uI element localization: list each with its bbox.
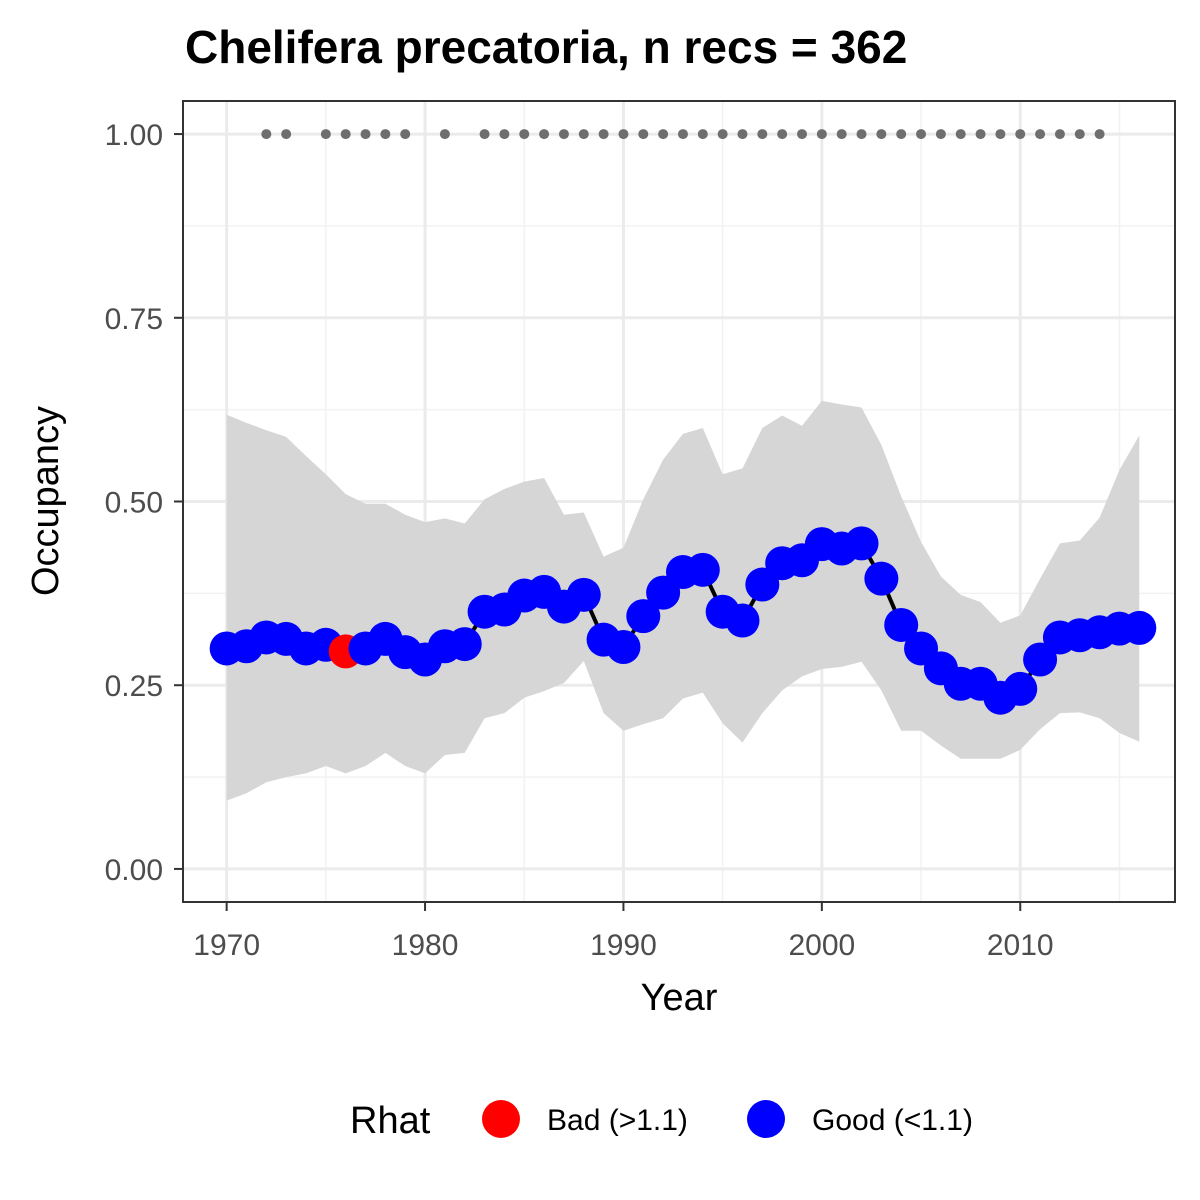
occupancy-point-good [1003, 671, 1038, 706]
record-year-dot [261, 129, 272, 140]
record-year-dot [380, 129, 391, 140]
occupancy-point-good [626, 599, 661, 634]
record-year-dot [598, 129, 609, 140]
record-year-dot [658, 129, 669, 140]
record-year-dot [836, 129, 847, 140]
record-year-dot [360, 129, 371, 140]
record-year-dot [578, 129, 589, 140]
occupancy-points-layer [209, 526, 1157, 715]
record-year-dot [935, 129, 946, 140]
y-tick-label: 0.50 [105, 487, 163, 520]
occupancy-point-good [1122, 610, 1157, 645]
record-year-dot [717, 129, 728, 140]
record-year-dot [777, 129, 788, 140]
record-year-dot [281, 129, 292, 140]
y-axis-title: Occupancy [25, 406, 67, 596]
record-year-dot [479, 129, 490, 140]
legend-key-bad [482, 1100, 520, 1138]
record-year-dot [400, 129, 411, 140]
record-year-dot [757, 129, 768, 140]
x-axis: 1970 1980 1990 2000 2010 [193, 902, 1054, 962]
record-year-dot [539, 129, 550, 140]
x-tick-label: 1990 [590, 929, 657, 962]
record-year-dot [975, 129, 986, 140]
occupancy-point-good [884, 607, 919, 642]
x-axis-title: Year [641, 977, 718, 1019]
plot-panel [182, 100, 1176, 903]
x-tick-label: 2010 [987, 929, 1054, 962]
occupancy-point-good [844, 526, 879, 561]
record-years-layer [261, 129, 1105, 140]
record-year-dot [995, 129, 1006, 140]
record-year-dot [499, 129, 510, 140]
record-year-dot [677, 129, 688, 140]
record-year-dot [519, 129, 530, 140]
record-year-dot [340, 129, 351, 140]
legend: Rhat Bad (>1.1) Good (<1.1) [350, 1100, 973, 1142]
occupancy-point-good [1023, 642, 1058, 677]
record-year-dot [955, 129, 966, 140]
record-year-dot [558, 129, 569, 140]
occupancy-point-good [566, 577, 601, 612]
legend-label-good: Good (<1.1) [812, 1104, 973, 1137]
y-tick-label: 0.25 [105, 670, 163, 703]
record-year-dot [1074, 129, 1085, 140]
y-tick-label: 0.00 [105, 854, 163, 887]
occupancy-point-good [447, 627, 482, 662]
y-tick-label: 0.75 [105, 303, 163, 336]
occupancy-point-good [606, 630, 641, 665]
record-year-dot [876, 129, 887, 140]
occupancy-point-good [685, 552, 720, 587]
confidence-ribbon [226, 400, 1140, 801]
y-axis: 0.00 0.25 0.50 0.75 1.00 [105, 119, 183, 887]
record-year-dot [797, 129, 808, 140]
x-tick-label: 1980 [392, 929, 459, 962]
record-year-dot [1015, 129, 1026, 140]
legend-label-bad: Bad (>1.1) [547, 1104, 688, 1137]
record-year-dot [320, 129, 331, 140]
legend-title: Rhat [350, 1100, 431, 1142]
chart-title: Chelifera precatoria, n recs = 362 [185, 21, 907, 73]
record-year-dot [856, 129, 867, 140]
record-year-dot [816, 129, 827, 140]
record-year-dot [1054, 129, 1065, 140]
confidence-ribbon-layer [226, 400, 1140, 801]
record-year-dot [638, 129, 649, 140]
legend-key-good [747, 1100, 785, 1138]
occupancy-point-good [864, 561, 899, 596]
record-year-dot [737, 129, 748, 140]
occupancy-point-good [745, 567, 780, 602]
x-tick-label: 1970 [193, 929, 260, 962]
y-tick-label: 1.00 [105, 119, 163, 152]
record-year-dot [1094, 129, 1105, 140]
record-year-dot [916, 129, 927, 140]
x-tick-label: 2000 [788, 929, 855, 962]
record-year-dot [896, 129, 907, 140]
occupancy-point-good [725, 603, 760, 638]
record-year-dot [1035, 129, 1046, 140]
record-year-dot [697, 129, 708, 140]
record-year-dot [439, 129, 450, 140]
record-year-dot [618, 129, 629, 140]
